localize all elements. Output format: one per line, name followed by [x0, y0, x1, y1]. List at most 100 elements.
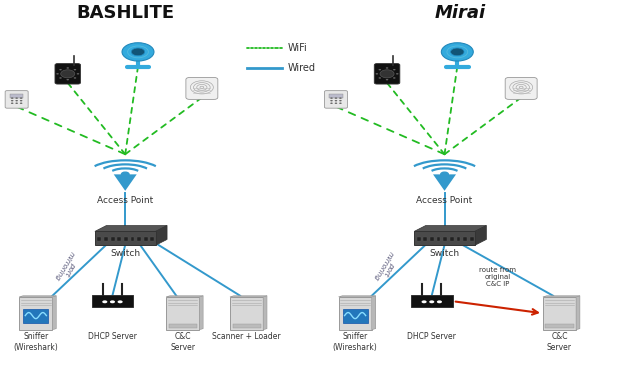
Circle shape [122, 43, 154, 61]
Circle shape [386, 79, 388, 80]
FancyBboxPatch shape [5, 91, 28, 108]
Circle shape [118, 300, 123, 303]
Bar [131, 237, 134, 240]
Circle shape [56, 73, 59, 75]
Polygon shape [475, 226, 486, 245]
Polygon shape [372, 296, 376, 330]
Polygon shape [156, 226, 167, 245]
Circle shape [335, 100, 337, 101]
Polygon shape [543, 296, 580, 297]
Text: DHCP Server: DHCP Server [407, 331, 456, 341]
Bar [424, 237, 428, 240]
Text: C&C
Server: C&C Server [547, 331, 572, 352]
Circle shape [122, 172, 129, 177]
Polygon shape [170, 296, 203, 328]
Circle shape [330, 100, 333, 101]
Bar [10, 94, 24, 98]
Circle shape [15, 102, 18, 104]
Text: Wired: Wired [288, 63, 316, 73]
Circle shape [441, 172, 449, 177]
Circle shape [437, 300, 442, 303]
Circle shape [11, 100, 13, 101]
Polygon shape [414, 226, 486, 232]
Bar [169, 324, 196, 328]
Bar [329, 94, 342, 98]
Polygon shape [52, 296, 56, 330]
Bar [444, 237, 447, 240]
Polygon shape [230, 296, 267, 297]
Circle shape [15, 100, 18, 101]
Circle shape [393, 77, 396, 79]
FancyBboxPatch shape [342, 309, 367, 323]
FancyBboxPatch shape [95, 232, 156, 245]
Text: DHCP Server: DHCP Server [88, 331, 137, 341]
Bar [470, 237, 474, 240]
Polygon shape [547, 296, 580, 328]
Bar [111, 237, 115, 240]
Bar [144, 237, 148, 240]
Circle shape [451, 48, 464, 56]
Text: C&C
Server: C&C Server [170, 331, 195, 352]
FancyBboxPatch shape [24, 309, 48, 323]
Circle shape [15, 97, 18, 99]
Circle shape [60, 69, 62, 70]
Circle shape [102, 300, 108, 303]
Polygon shape [339, 296, 376, 297]
Bar [137, 237, 141, 240]
Bar [104, 237, 108, 240]
Text: port
mirroring: port mirroring [52, 250, 81, 284]
Circle shape [339, 102, 342, 104]
Bar [232, 324, 260, 328]
Bar [463, 237, 467, 240]
Circle shape [422, 300, 427, 303]
FancyBboxPatch shape [414, 232, 475, 245]
Bar [150, 237, 154, 240]
Circle shape [67, 67, 69, 69]
Circle shape [378, 69, 381, 70]
FancyBboxPatch shape [186, 77, 218, 99]
Circle shape [335, 102, 337, 104]
Text: route from
original
C&C IP: route from original C&C IP [479, 267, 516, 287]
Text: Switch: Switch [110, 248, 140, 258]
Circle shape [339, 100, 342, 101]
Text: Switch: Switch [429, 248, 460, 258]
FancyBboxPatch shape [411, 295, 452, 307]
Bar [450, 237, 454, 240]
Circle shape [61, 70, 75, 78]
Polygon shape [342, 296, 376, 328]
Bar [117, 237, 121, 240]
Text: Sniffer
(Wireshark): Sniffer (Wireshark) [333, 331, 378, 352]
Bar [97, 237, 101, 240]
FancyBboxPatch shape [19, 297, 52, 330]
Circle shape [20, 102, 22, 104]
FancyBboxPatch shape [230, 297, 263, 330]
Circle shape [74, 69, 76, 70]
Circle shape [60, 77, 62, 79]
Polygon shape [199, 296, 203, 330]
Circle shape [131, 48, 145, 56]
Text: Scanner + Loader: Scanner + Loader [212, 331, 281, 341]
Text: Access Point: Access Point [417, 196, 473, 205]
Polygon shape [114, 174, 137, 191]
Bar [430, 237, 434, 240]
Circle shape [396, 73, 399, 75]
Circle shape [11, 102, 13, 104]
Circle shape [20, 100, 22, 101]
Polygon shape [576, 296, 580, 330]
FancyBboxPatch shape [166, 297, 199, 330]
Polygon shape [234, 296, 267, 328]
Circle shape [376, 73, 378, 75]
Circle shape [330, 102, 333, 104]
Polygon shape [263, 296, 267, 330]
Circle shape [335, 97, 337, 99]
Circle shape [77, 73, 79, 75]
Circle shape [67, 79, 69, 80]
Circle shape [393, 69, 396, 70]
Polygon shape [166, 296, 203, 297]
Text: BASHLITE: BASHLITE [76, 4, 174, 22]
FancyBboxPatch shape [505, 77, 537, 99]
Polygon shape [23, 296, 56, 328]
Text: Mirai: Mirai [435, 4, 486, 22]
Circle shape [380, 70, 394, 78]
Circle shape [386, 67, 388, 69]
